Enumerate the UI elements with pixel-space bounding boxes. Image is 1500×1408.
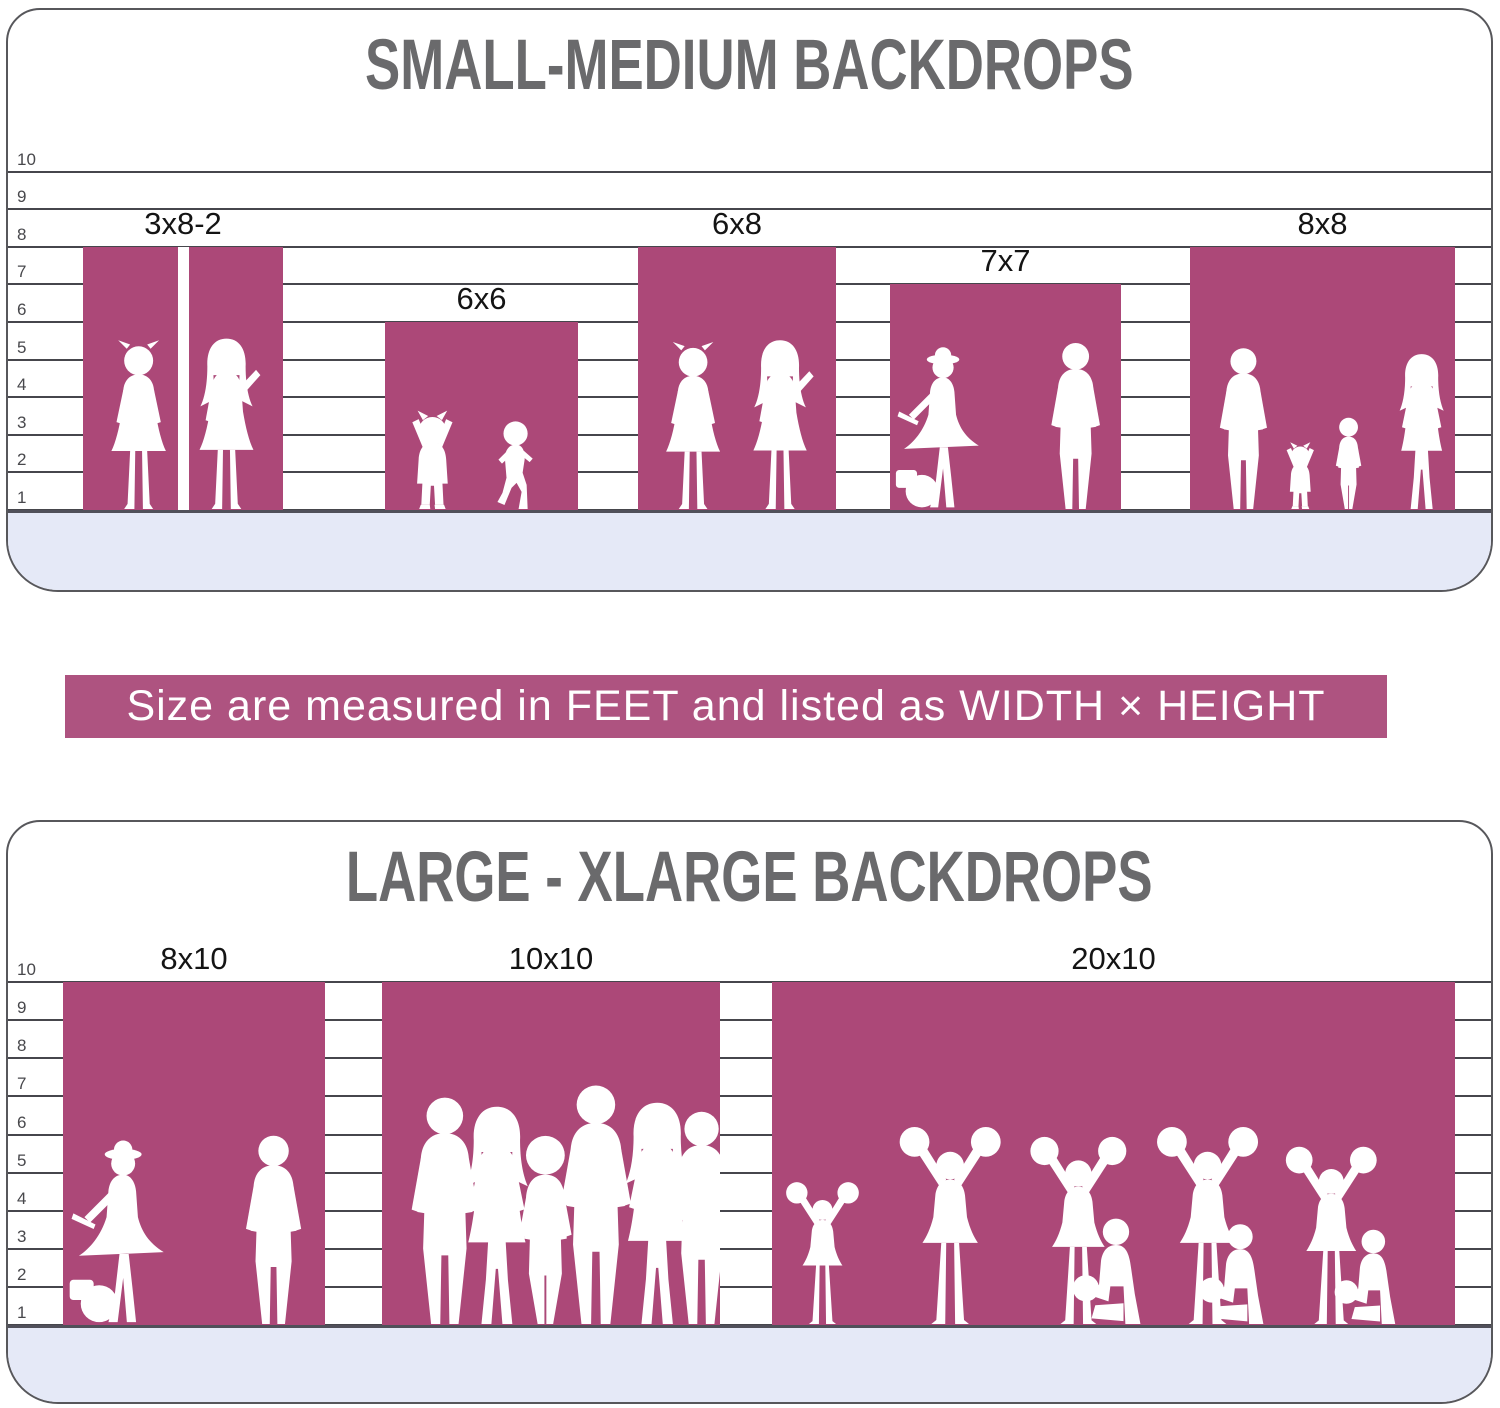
large-xlarge-section: LARGE - XLARGE BACKDROPS 1 2 3 4 5 6 7 8 9 10 8x10… — [6, 820, 1493, 1404]
ruler-line — [8, 1019, 1491, 1022]
size-note-text: Size are measured in FEET and listed as … — [126, 682, 1326, 730]
scale-number: 1 — [17, 488, 27, 507]
size-label: 7x7 — [980, 243, 1031, 279]
scale-number: 10 — [17, 960, 36, 980]
floor — [8, 1325, 1491, 1402]
family-four-silhouette-icon — [1219, 348, 1444, 509]
scale-number: 7 — [17, 262, 27, 282]
ruler-line — [8, 1285, 1491, 1288]
ruler-line — [8, 1171, 1491, 1174]
small-medium-title-text: SMALL-MEDIUM BACKDROPS — [365, 24, 1134, 104]
scale-number: 3 — [17, 1226, 27, 1246]
size-label: 10x10 — [508, 941, 594, 977]
small-medium-title: SMALL-MEDIUM BACKDROPS — [8, 24, 1491, 104]
backdrop-panel-6x6 — [385, 322, 578, 510]
two-toddlers-silhouette-icon — [412, 410, 533, 509]
ruler-line — [8, 1133, 1491, 1136]
size-label: 6x6 — [456, 281, 507, 316]
scale-number: 6 — [17, 300, 27, 319]
ruler-line — [8, 981, 1491, 984]
scale-number: 8 — [17, 1036, 27, 1056]
ruler-line — [8, 1209, 1491, 1212]
scale-number: 7 — [17, 1074, 27, 1094]
small-medium-section: SMALL-MEDIUM BACKDROPS 1 2 3 4 5 6 7 8 9 10 3x8-2 6… — [6, 8, 1493, 592]
panel-split-gap — [178, 246, 189, 510]
ruler-line — [8, 1247, 1491, 1250]
backdrop-panel-3x8-2 — [83, 246, 283, 510]
two-girls-silhouette-icon — [111, 338, 261, 509]
group-silhouette-icon — [411, 1085, 720, 1324]
size-label: 6x8 — [712, 205, 762, 241]
scale-number: 9 — [17, 998, 27, 1018]
scale-number: 6 — [17, 1112, 27, 1132]
small-medium-chart: 1 2 3 4 5 6 7 8 9 10 3x8-2 6x6 6x8 7x7 8x8 — [8, 10, 1491, 590]
two-girls-silhouette-icon — [666, 340, 814, 509]
scale-number: 3 — [17, 412, 27, 432]
ruler-line — [8, 208, 1491, 211]
scale-number: 1 — [17, 1303, 27, 1322]
size-note-banner: Size are measured in FEET and listed as … — [65, 675, 1387, 738]
backdrop-panel-7x7 — [890, 284, 1121, 510]
ruler-line — [8, 1095, 1491, 1098]
size-label: 20x10 — [1071, 941, 1156, 977]
ruler-line — [8, 170, 1491, 173]
panel-fill — [385, 322, 578, 510]
bike-couple-silhouette-icon — [69, 1135, 302, 1324]
floor — [8, 510, 1491, 590]
size-label: 8x10 — [160, 941, 228, 977]
scale-number: 5 — [17, 337, 27, 357]
backdrop-panel-8x8 — [1190, 246, 1455, 510]
backdrop-panel-8x10 — [63, 982, 325, 1325]
scale-number: 8 — [17, 224, 27, 244]
backdrop-panel-10x10 — [382, 982, 720, 1325]
scale-number: 9 — [17, 187, 27, 207]
cheer-squad-silhouette-icon — [786, 1127, 1396, 1324]
scale-number: 4 — [17, 375, 27, 395]
backdrop-panel-20x10 — [772, 982, 1455, 1325]
scale-number: 5 — [17, 1150, 27, 1170]
large-xlarge-chart: 1 2 3 4 5 6 7 8 9 10 8x10 10x10 20x10 — [8, 822, 1491, 1402]
scale-number: 10 — [17, 149, 36, 169]
bike-couple-silhouette-icon — [895, 342, 1100, 509]
large-xlarge-title-text: LARGE - XLARGE BACKDROPS — [346, 836, 1153, 916]
scale-number: 4 — [17, 1188, 27, 1208]
large-xlarge-title: LARGE - XLARGE BACKDROPS — [8, 836, 1491, 916]
scale-number: 2 — [17, 1264, 27, 1284]
backdrop-panel-6x8 — [638, 246, 836, 510]
scale-number: 2 — [17, 450, 27, 470]
ruler-line — [8, 1057, 1491, 1060]
size-label: 3x8-2 — [144, 205, 222, 241]
size-label: 8x8 — [1297, 205, 1348, 241]
